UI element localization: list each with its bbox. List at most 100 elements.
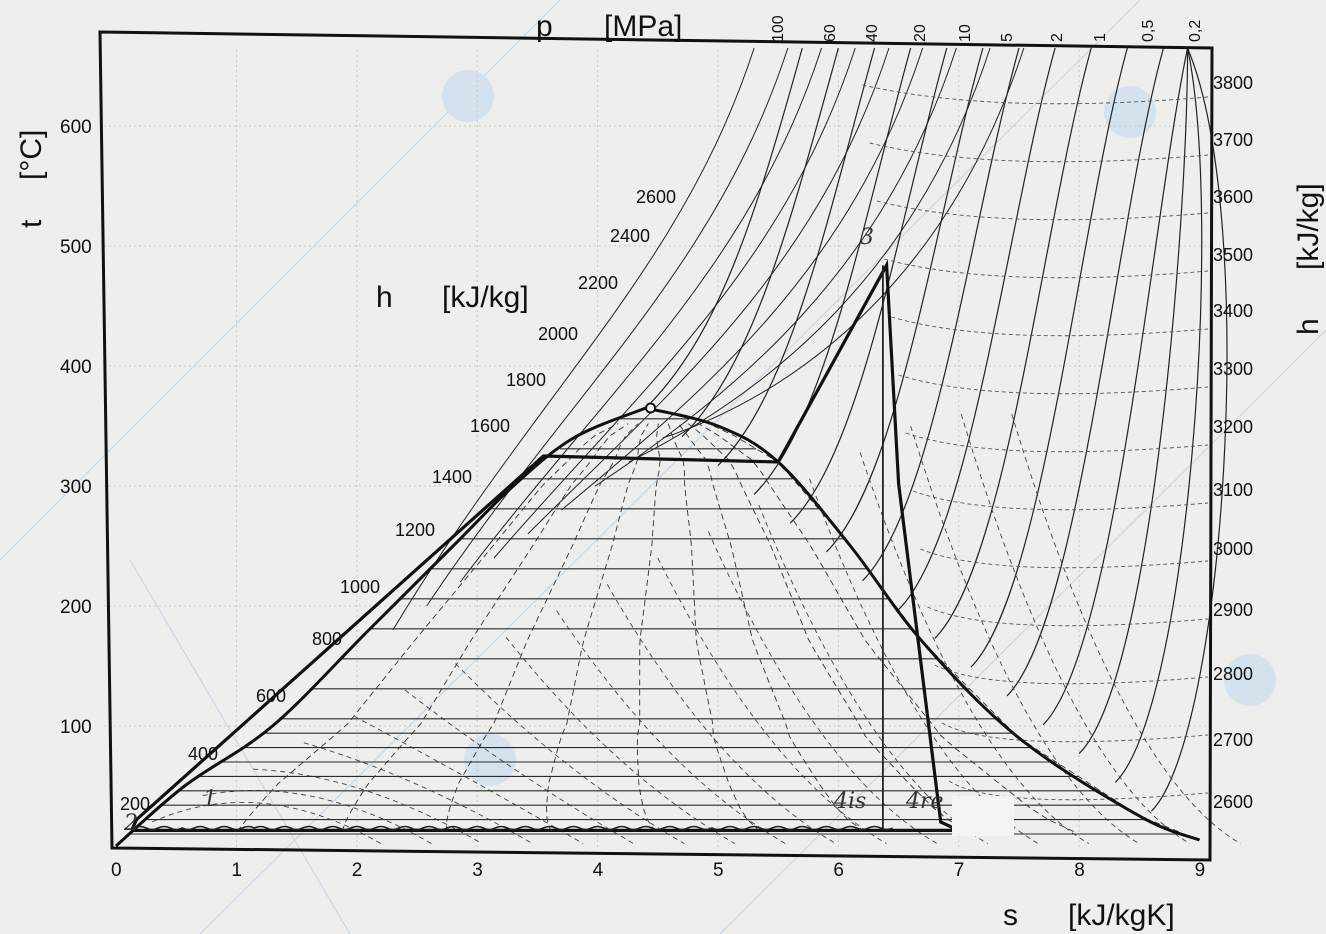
enthalpy-label-inside: 1400 [432, 467, 472, 487]
isenthalp-line [948, 780, 1209, 801]
y-tick-label: 300 [60, 477, 92, 498]
enthalpy-labels-inside: 200 400 600 800 1000 1200 1400 1600 1800 2000 2200… [120, 187, 676, 814]
enthalpy-label-inside: 1200 [395, 520, 435, 540]
pressure-tick-label: 40 [864, 24, 881, 42]
isenthalp-lines [151, 84, 1241, 844]
cycle-point-label-4re: 4re [905, 789, 944, 814]
isenthalp-line [941, 722, 1209, 743]
plot-frame [98, 30, 1214, 862]
isenthalp-line [905, 432, 1209, 453]
isenthalp-line [960, 413, 1191, 844]
x-tick-label: 3 [472, 860, 483, 881]
enthalpy-label-inside: 1600 [470, 416, 510, 436]
isobar-line [426, 47, 789, 607]
isobar-line [825, 47, 984, 553]
quality-line [677, 423, 865, 832]
x-tick-labels: 0 1 2 3 4 5 6 7 8 9 [111, 860, 1205, 881]
pressure-axis-unit: [MPa] [604, 10, 682, 43]
isenthalp-line [455, 663, 685, 844]
isenthalp-line [934, 664, 1209, 685]
pressure-tick-label: 60 [822, 24, 839, 42]
quality-line [708, 423, 1179, 833]
isenthalp-line [758, 505, 988, 844]
quality-line [698, 423, 1075, 833]
isenthalp-line [898, 374, 1209, 395]
enthalpy-tick-label-right: 2700 [1213, 730, 1253, 750]
isobar-line [717, 47, 876, 467]
x-tick-label: 1 [231, 860, 242, 881]
isobar-line [527, 47, 890, 535]
isobar-lines [392, 47, 1228, 812]
enthalpy-tick-label-right: 3500 [1213, 245, 1253, 265]
erased-patch [952, 796, 1014, 836]
watermark-logo-icon [464, 734, 516, 786]
watermark-logos [442, 70, 1276, 786]
pressure-tick-labels: 100 60 40 20 10 5 2 1 0,5 0,2 [770, 15, 1204, 42]
y-tick-label: 400 [60, 357, 92, 378]
watermark-line [199, 0, 1141, 934]
enthalpy-tick-label-right: 3800 [1213, 73, 1253, 93]
pressure-tick-label: 2 [1049, 33, 1066, 42]
isenthalp-line [606, 584, 837, 844]
isobar-line [662, 47, 1025, 439]
enthalpy-tick-label-right: 2800 [1213, 664, 1253, 684]
enthalpy-tick-label-right: 3700 [1213, 130, 1253, 150]
isenthalp-line [920, 548, 1209, 569]
isenthalp-line [891, 316, 1209, 337]
isobar-line [1042, 47, 1189, 726]
x-axis-unit: [kJ/kgK] [1068, 899, 1175, 932]
isobar-line [594, 47, 957, 487]
pressure-tick-label: 20 [912, 24, 929, 42]
isobar-line [934, 47, 1092, 639]
quality-line [667, 423, 761, 832]
cycle-point-label-2: 2 [123, 811, 138, 836]
quality-line [546, 423, 649, 832]
enthalpy-label-inside: 600 [256, 686, 286, 706]
isenthalp-line [707, 531, 938, 844]
isenthalp-line [859, 452, 1090, 844]
isenthalp-line [354, 716, 584, 844]
enthalpy-label-inside: 1800 [506, 370, 546, 390]
cycle-point-label-4is: 4is [833, 789, 866, 814]
enthalpy-inside-label: h [376, 281, 393, 314]
enthalpy-inside-unit: [kJ/kg] [442, 281, 529, 314]
watermark-logo-icon [442, 70, 494, 122]
isobar-line [493, 47, 856, 559]
isobar-line [645, 47, 803, 409]
isenthalp-line [884, 258, 1209, 279]
x-tick-label: 7 [954, 860, 965, 881]
quality-line [636, 423, 661, 832]
x-tick-label: 6 [833, 860, 844, 881]
isobar-line [459, 47, 823, 583]
enthalpy-right-label: h [1292, 318, 1325, 335]
isenthalp-line [253, 768, 483, 844]
cycle-point-label-1: 1 [203, 787, 217, 812]
pressure-axis-label: p [536, 10, 553, 43]
enthalpy-tick-label-right: 3000 [1213, 539, 1253, 559]
pressure-tick-label: 5 [999, 33, 1016, 42]
isobar-line [898, 47, 1056, 611]
quality-lines [236, 423, 1179, 833]
pressure-tick-label: 0,2 [1187, 20, 1204, 42]
isobar-line [862, 47, 1020, 582]
enthalpy-tick-label-right: 2600 [1213, 792, 1253, 812]
pressure-tick-label: 10 [957, 24, 974, 42]
enthalpy-tick-label-right: 3600 [1213, 187, 1253, 207]
isenthalp-line [657, 557, 887, 844]
enthalpy-right-unit: [kJ/kg] [1292, 183, 1325, 270]
y-axis-unit: [°C] [15, 130, 48, 180]
quality-line [445, 423, 639, 832]
enthalpy-tick-label-right: 2900 [1213, 600, 1253, 620]
isobar-line [1006, 47, 1165, 697]
isenthalp-line [556, 610, 786, 844]
isenthalp-line [151, 802, 382, 844]
y-axis-label: t [15, 219, 48, 228]
isenthalp-line [876, 200, 1209, 221]
x-tick-label: 8 [1074, 860, 1085, 881]
pressure-tick-label: 0,5 [1140, 20, 1157, 42]
enthalpy-label-inside: 200 [120, 794, 150, 814]
x-tick-label: 0 [111, 860, 122, 881]
isobar-line [628, 47, 991, 463]
enthalpy-label-inside: 2000 [538, 324, 578, 344]
